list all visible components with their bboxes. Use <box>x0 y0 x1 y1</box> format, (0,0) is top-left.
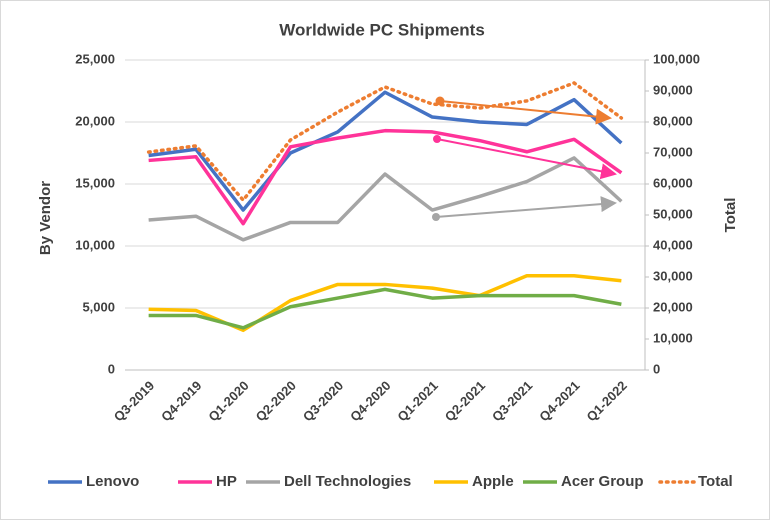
y2-tick-label: 0 <box>653 361 660 376</box>
y-tick-label: 20,000 <box>75 113 115 128</box>
y-tick-label: 5,000 <box>82 299 115 314</box>
y-tick-label: 25,000 <box>75 51 115 66</box>
legend-label: Dell Technologies <box>284 473 411 490</box>
series-line <box>148 287 622 330</box>
annotation-arrow <box>435 196 617 218</box>
legend-label: Apple <box>472 473 514 490</box>
annotation-arrow <box>436 138 617 180</box>
legend-label: Lenovo <box>86 473 139 490</box>
y2-tick-label: 60,000 <box>653 175 693 190</box>
y-tick-label: 0 <box>108 361 115 376</box>
legend-label: Total <box>698 473 733 490</box>
annotations <box>432 96 617 221</box>
y2-axis-label: Total <box>722 198 739 233</box>
y-tick-label: 10,000 <box>75 237 115 252</box>
annotation-dot <box>433 135 441 143</box>
annotation-dot <box>432 213 440 221</box>
y2-tick-label: 70,000 <box>653 144 693 159</box>
y2-tick-label: 50,000 <box>653 206 693 221</box>
y2-tick-label: 80,000 <box>653 113 693 128</box>
y2-tick-label: 10,000 <box>653 330 693 345</box>
annotation-arrow <box>439 100 612 125</box>
y-axis-label: By Vendor <box>37 181 54 255</box>
legend-label: HP <box>216 473 237 490</box>
y2-tick-label: 40,000 <box>653 237 693 252</box>
y2-tick-label: 100,000 <box>653 51 700 66</box>
series-line <box>148 156 623 242</box>
chart-title: Worldwide PC Shipments <box>279 20 485 39</box>
y2-tick-label: 90,000 <box>653 82 693 97</box>
series-line <box>148 90 623 212</box>
y2-tick-label: 20,000 <box>653 299 693 314</box>
annotation-dot <box>435 96 445 106</box>
series-line <box>148 128 623 226</box>
y-tick-label: 15,000 <box>75 175 115 190</box>
y2-tick-label: 30,000 <box>653 268 693 283</box>
legend-label: Acer Group <box>561 473 644 490</box>
series-line <box>146 81 624 202</box>
